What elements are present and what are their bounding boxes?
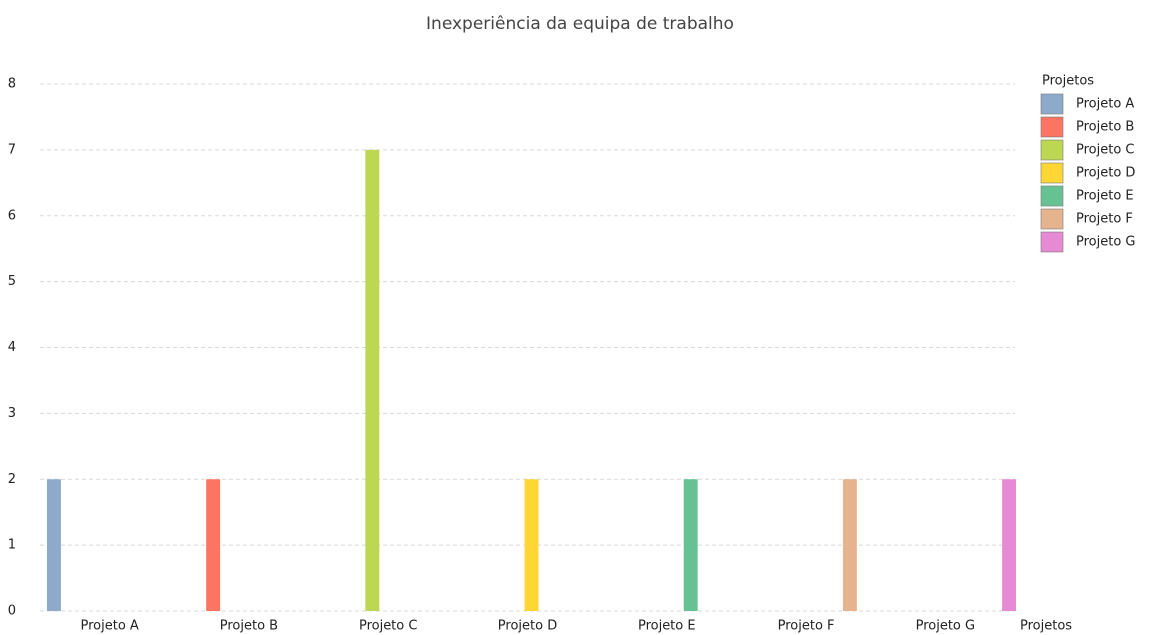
bar bbox=[47, 479, 61, 611]
y-tick-label: 6 bbox=[8, 208, 16, 223]
y-tick-label: 3 bbox=[8, 406, 16, 421]
legend-swatch bbox=[1040, 208, 1064, 230]
x-tick-label: Projeto F bbox=[778, 619, 835, 634]
x-tick-label: Projeto G bbox=[916, 619, 976, 634]
bar bbox=[683, 479, 698, 611]
y-tick-label: 0 bbox=[8, 604, 16, 619]
y-tick-label: 7 bbox=[8, 142, 16, 157]
legend-label: Projeto A bbox=[1076, 97, 1134, 112]
legend-label: Projeto E bbox=[1076, 189, 1134, 204]
legend-title: Projetos bbox=[1042, 74, 1094, 89]
bar bbox=[1002, 479, 1017, 611]
legend-swatch bbox=[1040, 139, 1064, 161]
legend-label: Projeto F bbox=[1076, 212, 1133, 227]
chart-title: Inexperiência da equipa de trabalho bbox=[426, 14, 734, 34]
legend-swatch bbox=[1040, 116, 1064, 138]
legend-label: Projeto B bbox=[1076, 120, 1134, 135]
bar bbox=[524, 479, 539, 611]
bar bbox=[842, 479, 857, 611]
bar bbox=[365, 149, 380, 611]
y-tick-label: 2 bbox=[8, 472, 16, 487]
x-tick-label: Projeto A bbox=[80, 619, 138, 634]
bar bbox=[206, 479, 221, 611]
legend-swatch bbox=[1040, 185, 1064, 207]
legend-label: Projeto C bbox=[1076, 143, 1135, 158]
y-tick-label: 8 bbox=[8, 77, 16, 92]
x-tick-label: Projeto B bbox=[220, 619, 278, 634]
x-tick-label: Projeto D bbox=[498, 619, 557, 634]
y-tick-label: 1 bbox=[8, 538, 16, 553]
x-tick-label: Projeto E bbox=[638, 619, 696, 634]
legend-label: Projeto D bbox=[1076, 166, 1135, 181]
y-tick-label: 4 bbox=[8, 340, 16, 355]
legend-swatch bbox=[1040, 231, 1064, 253]
x-axis-label: Projetos bbox=[1020, 619, 1072, 634]
legend-label: Projeto G bbox=[1076, 235, 1136, 250]
y-tick-label: 5 bbox=[8, 274, 16, 289]
legend-swatch bbox=[1040, 162, 1064, 184]
x-tick-label: Projeto C bbox=[359, 619, 418, 634]
legend-swatch bbox=[1040, 93, 1064, 115]
